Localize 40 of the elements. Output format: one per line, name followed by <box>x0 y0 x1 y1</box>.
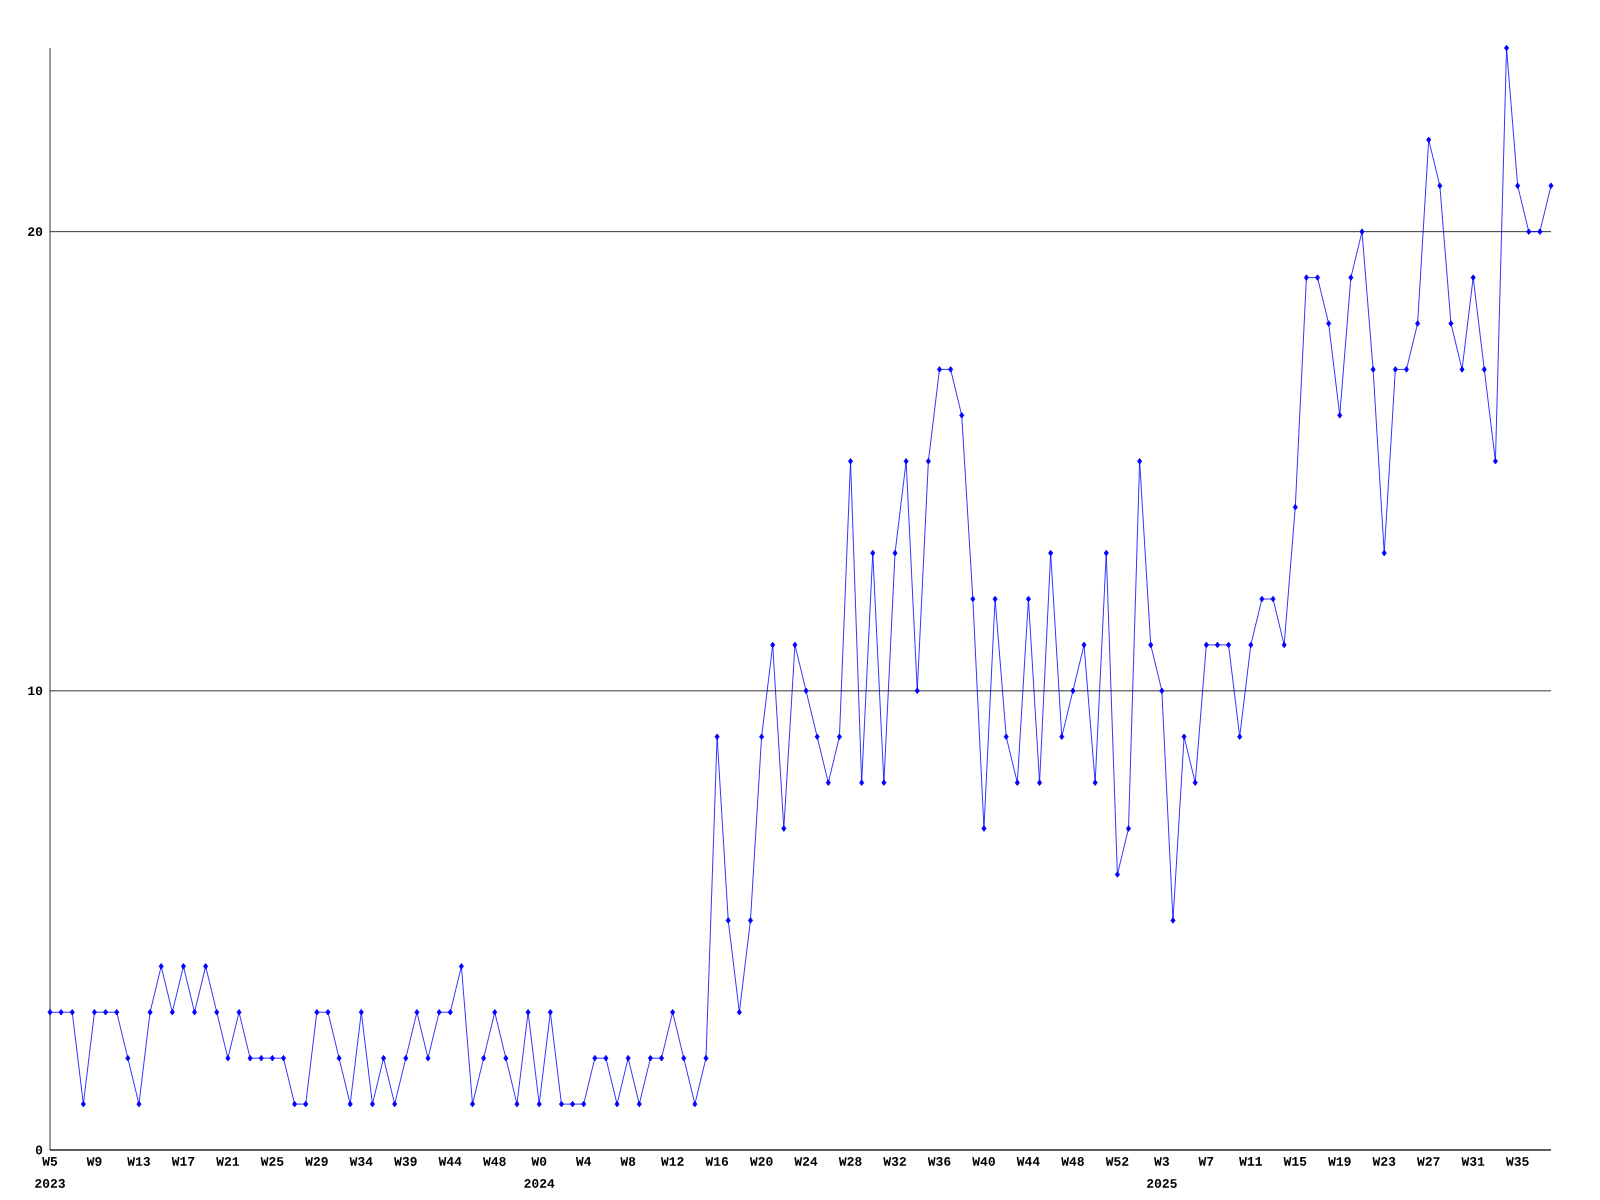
x-tick-label: W29 <box>305 1157 328 1166</box>
text: 2024 <box>524 1179 555 1188</box>
x-tick-label: W8 <box>620 1157 636 1166</box>
x-tick-label: W3 <box>1154 1157 1169 1166</box>
x-tick-label: W48 <box>1061 1157 1084 1166</box>
text: 2025 <box>1147 1179 1177 1188</box>
x-tick-label: W28 <box>838 1157 862 1166</box>
x-tick-label: W40 <box>972 1157 995 1166</box>
x-tick-label: W4 <box>575 1157 592 1166</box>
x-tick-label: W36 <box>927 1157 951 1166</box>
x-tick-label: W35 <box>1505 1157 1529 1166</box>
x-tick-label: W31 <box>1461 1157 1485 1166</box>
x-tick-label: W15 <box>1283 1157 1307 1166</box>
y-tick-label: 10 <box>28 686 43 696</box>
x-tick-label: W7 <box>1198 1157 1214 1166</box>
y-tick-label: 0 <box>35 1145 43 1155</box>
x-tick-label: W32 <box>883 1157 906 1166</box>
x-tick-label: W34 <box>349 1157 373 1166</box>
x-tick-label: W0 <box>531 1157 547 1166</box>
x-tick-label: W52 <box>1105 1157 1129 1166</box>
x-tick-label: W20 <box>749 1157 773 1166</box>
y-tick-label: 20 <box>28 227 43 237</box>
text: 2023 <box>35 1179 65 1188</box>
x-tick-label: W39 <box>394 1157 417 1166</box>
x-tick-label: W12 <box>660 1157 684 1166</box>
x-tick-label: W17 <box>171 1157 195 1166</box>
x-tick-label: W9 <box>86 1157 102 1166</box>
x-tick-label: W48 <box>483 1157 506 1166</box>
x-tick-label: W13 <box>127 1157 150 1166</box>
x-tick-label: W19 <box>1328 1157 1351 1166</box>
x-tick-label: W5 <box>42 1157 58 1166</box>
x-tick-label: W11 <box>1239 1157 1262 1166</box>
x-tick-label: W25 <box>260 1157 284 1166</box>
x-tick-label: W24 <box>794 1157 818 1166</box>
x-tick-label: W21 <box>216 1157 240 1166</box>
x-tick-label: W27 <box>1417 1157 1440 1166</box>
x-tick-label: W16 <box>705 1157 729 1166</box>
x-tick-label: W44 <box>1016 1157 1040 1166</box>
x-tick-label: W44 <box>438 1157 462 1166</box>
x-tick-label: W23 <box>1372 1157 1396 1166</box>
